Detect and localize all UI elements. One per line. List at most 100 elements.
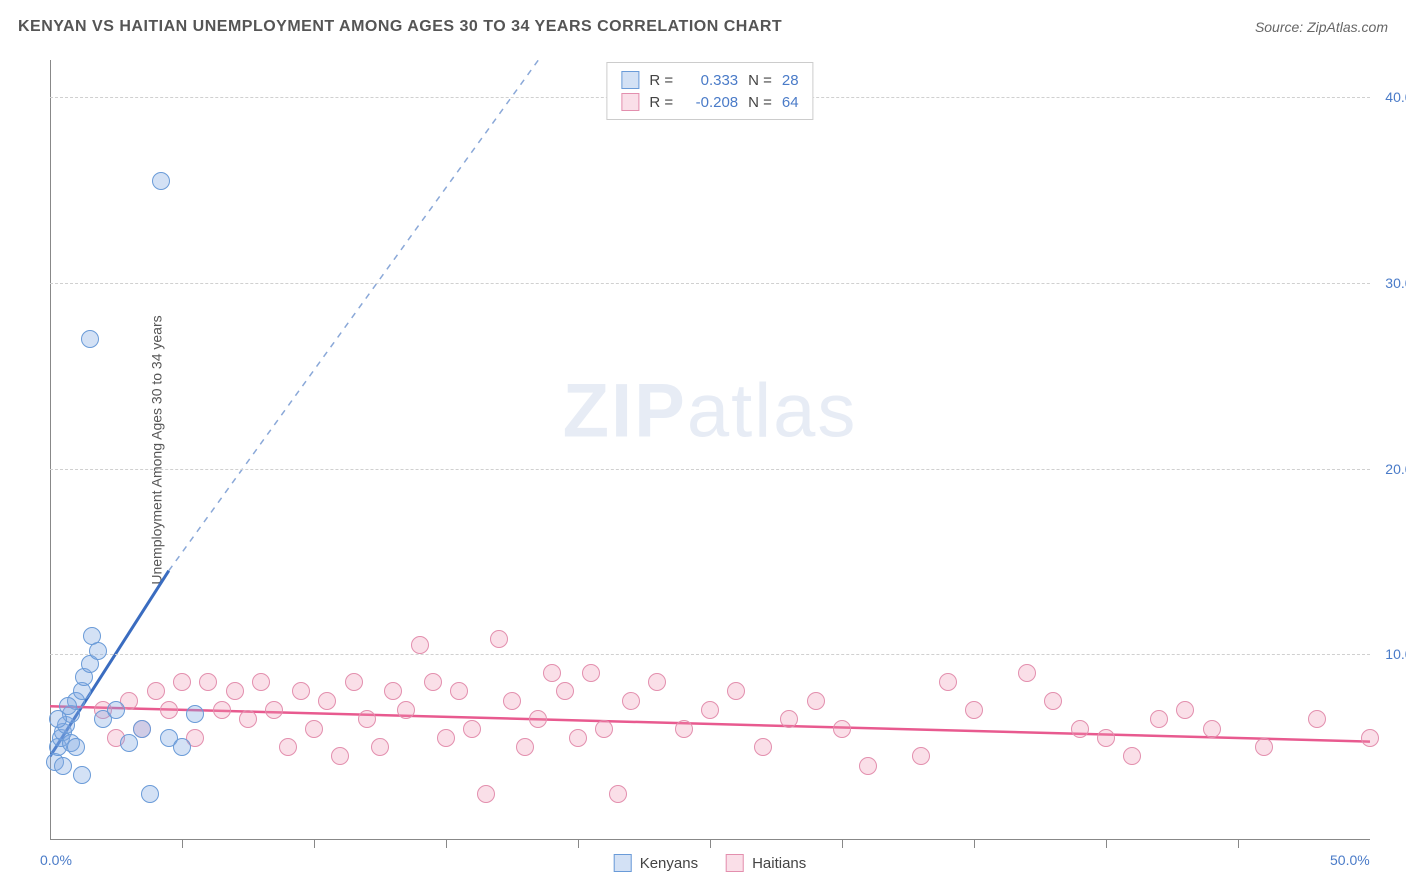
point-haitians <box>371 738 389 756</box>
point-kenyans <box>89 642 107 660</box>
point-haitians <box>477 785 495 803</box>
legend-row-kenyans: R = 0.333 N = 28 <box>621 69 798 91</box>
x-minor-tick <box>842 840 843 848</box>
point-haitians <box>833 720 851 738</box>
haitians-swatch-icon <box>621 93 639 111</box>
point-haitians <box>648 673 666 691</box>
point-kenyans <box>81 330 99 348</box>
legend-item-haitians: Haitians <box>726 854 806 872</box>
x-minor-tick <box>446 840 447 848</box>
point-haitians <box>516 738 534 756</box>
point-haitians <box>147 682 165 700</box>
point-haitians <box>529 710 547 728</box>
y-tick-label: 20.0% <box>1385 461 1406 477</box>
point-haitians <box>1018 664 1036 682</box>
y-tick-label: 40.0% <box>1385 89 1406 105</box>
point-haitians <box>622 692 640 710</box>
n-label-a: N = <box>748 72 772 89</box>
point-haitians <box>1150 710 1168 728</box>
point-kenyans <box>120 734 138 752</box>
point-haitians <box>265 701 283 719</box>
y-tick-label: 30.0% <box>1385 275 1406 291</box>
point-haitians <box>503 692 521 710</box>
point-kenyans <box>186 705 204 723</box>
point-haitians <box>305 720 323 738</box>
plot-region: 10.0%20.0%30.0%40.0%0.0%50.0% <box>50 60 1370 840</box>
point-kenyans <box>141 785 159 803</box>
point-haitians <box>1097 729 1115 747</box>
point-haitians <box>727 682 745 700</box>
chart-area: Unemployment Among Ages 30 to 34 years Z… <box>50 60 1370 840</box>
point-kenyans <box>133 720 151 738</box>
point-haitians <box>1255 738 1273 756</box>
series-legend: Kenyans Haitians <box>614 854 807 872</box>
point-kenyans <box>59 697 77 715</box>
point-haitians <box>556 682 574 700</box>
point-haitians <box>1044 692 1062 710</box>
point-haitians <box>463 720 481 738</box>
grid-line <box>50 469 1370 470</box>
r-label-a: R = <box>649 72 673 89</box>
point-haitians <box>1176 701 1194 719</box>
point-haitians <box>318 692 336 710</box>
point-haitians <box>239 710 257 728</box>
point-haitians <box>1203 720 1221 738</box>
x-minor-tick <box>974 840 975 848</box>
point-haitians <box>411 636 429 654</box>
point-haitians <box>1123 747 1141 765</box>
point-haitians <box>965 701 983 719</box>
point-haitians <box>939 673 957 691</box>
point-haitians <box>1361 729 1379 747</box>
point-haitians <box>1308 710 1326 728</box>
source-label: Source: ZipAtlas.com <box>1255 19 1388 35</box>
x-minor-tick <box>314 840 315 848</box>
point-haitians <box>490 630 508 648</box>
point-haitians <box>384 682 402 700</box>
point-haitians <box>279 738 297 756</box>
correlation-legend: R = 0.333 N = 28 R = -0.208 N = 64 <box>606 62 813 120</box>
point-haitians <box>859 757 877 775</box>
x-tick-label: 0.0% <box>40 852 72 868</box>
point-kenyans <box>67 738 85 756</box>
kenyans-swatch-icon <box>621 71 639 89</box>
point-haitians <box>424 673 442 691</box>
x-minor-tick <box>1238 840 1239 848</box>
point-haitians <box>807 692 825 710</box>
point-haitians <box>543 664 561 682</box>
point-haitians <box>595 720 613 738</box>
point-haitians <box>582 664 600 682</box>
point-haitians <box>160 701 178 719</box>
point-haitians <box>701 701 719 719</box>
r-value-b: -0.208 <box>683 94 738 111</box>
n-value-b: 64 <box>782 94 799 111</box>
point-haitians <box>226 682 244 700</box>
point-haitians <box>780 710 798 728</box>
point-haitians <box>754 738 772 756</box>
y-tick-label: 10.0% <box>1385 646 1406 662</box>
n-value-a: 28 <box>782 72 799 89</box>
point-kenyans <box>173 738 191 756</box>
point-kenyans <box>152 172 170 190</box>
point-haitians <box>173 673 191 691</box>
point-kenyans <box>73 766 91 784</box>
point-haitians <box>437 729 455 747</box>
point-kenyans <box>107 701 125 719</box>
point-haitians <box>675 720 693 738</box>
point-haitians <box>213 701 231 719</box>
haitians-swatch-icon <box>726 854 744 872</box>
x-minor-tick <box>578 840 579 848</box>
x-minor-tick <box>182 840 183 848</box>
n-label-b: N = <box>748 94 772 111</box>
x-tick-label: 50.0% <box>1330 852 1370 868</box>
kenyans-swatch-icon <box>614 854 632 872</box>
point-haitians <box>292 682 310 700</box>
point-haitians <box>912 747 930 765</box>
point-haitians <box>345 673 363 691</box>
legend-row-haitians: R = -0.208 N = 64 <box>621 91 798 113</box>
series-b-name: Haitians <box>752 855 806 872</box>
point-haitians <box>358 710 376 728</box>
point-haitians <box>450 682 468 700</box>
legend-item-kenyans: Kenyans <box>614 854 698 872</box>
x-minor-tick <box>1106 840 1107 848</box>
point-haitians <box>609 785 627 803</box>
